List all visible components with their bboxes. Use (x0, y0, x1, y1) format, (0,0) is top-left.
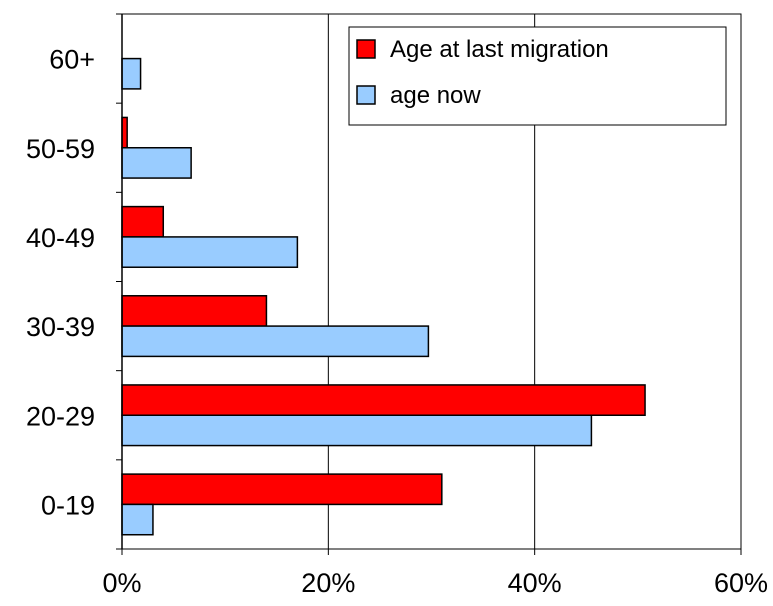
axes (116, 13, 742, 555)
bar-age-at-last-migration-0-19 (121, 473, 443, 506)
bars (121, 57, 646, 536)
x-tick-label: 40% (508, 568, 562, 598)
x-tick-label: 0% (102, 568, 141, 598)
legend: Age at last migration age now (348, 26, 727, 126)
bar-age-now-0-19 (121, 503, 154, 536)
x-tick-label: 60% (714, 568, 768, 598)
legend-swatch-age-at-last-migration (356, 39, 376, 59)
bar-age-at-last-migration-20-29 (121, 384, 646, 416)
y-tick-label: 60+ (49, 45, 95, 75)
y-tick-label: 40-49 (26, 223, 95, 253)
x-tick-label: 20% (301, 568, 355, 598)
bar-age-at-last-migration-30-39 (121, 295, 268, 327)
bar-age-now-30-39 (121, 325, 430, 358)
legend-swatch-age-now (356, 85, 376, 105)
x-axis-labels: 0% 20% 40% 60% (102, 568, 768, 598)
y-tick-label: 50-59 (26, 134, 95, 164)
y-axis-labels: 0-19 20-29 30-39 40-49 50-59 60+ (26, 45, 95, 521)
bar-age-now-50-59 (121, 147, 192, 179)
bar-age-now-60 (121, 57, 142, 90)
bar-age-at-last-migration-40-49 (121, 205, 165, 238)
legend-box (348, 26, 727, 126)
y-tick-label: 20-29 (26, 401, 95, 431)
legend-label-age-now: age now (390, 82, 481, 109)
bar-age-at-last-migration-50-59 (121, 116, 128, 149)
legend-label-age-at-last-migration: Age at last migration (390, 36, 609, 63)
y-tick-label: 30-39 (26, 312, 95, 342)
bar-age-now-20-29 (121, 414, 593, 447)
y-tick-label: 0-19 (41, 490, 95, 520)
bar-age-now-40-49 (121, 236, 299, 268)
